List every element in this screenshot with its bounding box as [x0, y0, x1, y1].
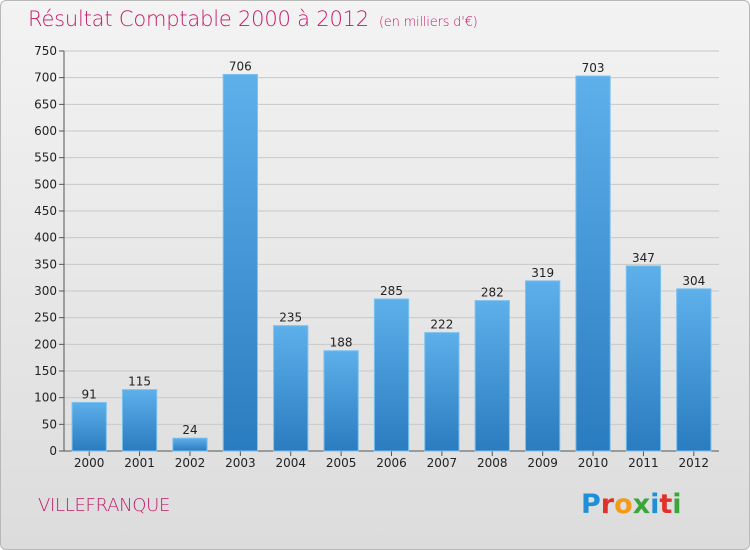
y-tick-label: 450 [34, 204, 57, 218]
y-tick-label: 700 [34, 71, 57, 85]
value-label: 706 [229, 59, 252, 73]
value-label: 304 [682, 274, 705, 288]
x-tick-label: 2001 [124, 456, 155, 470]
x-tick-label: 2010 [578, 456, 609, 470]
value-label: 91 [82, 387, 97, 401]
bar-2004 [273, 325, 309, 452]
y-tick-label: 550 [34, 151, 57, 165]
chart-title-text: Résultat Comptable 2000 à 2012 [28, 7, 369, 31]
bars [71, 73, 712, 452]
bar-2000 [71, 401, 107, 452]
bar-2001 [121, 389, 158, 452]
value-label: 115 [128, 375, 151, 389]
x-tick-label: 2011 [628, 456, 659, 470]
y-tick-label: 100 [34, 391, 57, 405]
x-tick-label: 2008 [477, 456, 508, 470]
value-label: 188 [330, 336, 353, 350]
value-label: 347 [632, 251, 655, 265]
y-tick-label: 400 [34, 231, 57, 245]
logo-letter: t [659, 489, 673, 520]
logo-letter: o [614, 489, 633, 520]
chart-unit: (en milliers d'€) [378, 15, 478, 30]
y-tick-label: 750 [34, 44, 57, 58]
logo-letter: P [581, 489, 601, 520]
x-tick-label: 2004 [275, 456, 306, 470]
y-tick-label: 600 [34, 124, 57, 138]
logo-letter: r [600, 489, 615, 520]
y-tick-label: 150 [34, 364, 57, 378]
value-label: 282 [481, 286, 504, 300]
y-tick-label: 650 [34, 97, 57, 111]
y-tick-label: 0 [49, 444, 57, 458]
logo-letter: i [672, 489, 682, 520]
value-label: 703 [582, 61, 605, 75]
city-name: VILLEFRANQUE [38, 495, 171, 516]
chart-title: Résultat Comptable 2000 à 2012 (en millie… [28, 7, 478, 31]
proxiti-logo[interactable]: Proxiti [581, 489, 682, 520]
logo-letter: x [632, 489, 651, 520]
value-label: 235 [279, 311, 302, 325]
bar-2003 [222, 73, 258, 452]
bar-2005 [323, 350, 359, 452]
bar-2011 [625, 265, 662, 452]
bar-2008 [474, 300, 510, 452]
bar-2002 [172, 437, 208, 452]
value-label: 24 [182, 423, 197, 437]
x-tick-label: 2000 [74, 456, 105, 470]
y-tick-label: 250 [34, 311, 57, 325]
value-label: 285 [380, 284, 403, 298]
x-tick-label: 2009 [527, 456, 558, 470]
value-label: 319 [531, 266, 554, 280]
x-tick-label: 2012 [679, 456, 710, 470]
x-tick-label: 2002 [175, 456, 206, 470]
y-tick-label: 500 [34, 177, 57, 191]
bar-2007 [424, 332, 460, 452]
bar-2006 [373, 298, 410, 452]
x-tick-label: 2007 [427, 456, 458, 470]
bar-2010 [575, 75, 611, 452]
x-tick-label: 2006 [376, 456, 407, 470]
labels: 91 2000 115 2001 24 2002 706 2003 235 2004 188 2005… [74, 59, 709, 470]
x-tick-label: 2005 [326, 456, 357, 470]
bar-2009 [525, 280, 561, 452]
y-tick-label: 50 [42, 417, 57, 431]
y-tick-label: 350 [34, 257, 57, 271]
logo-letter: i [650, 489, 660, 520]
value-label: 222 [430, 318, 453, 332]
bar-2012 [676, 288, 712, 452]
y-tick-label: 300 [34, 284, 57, 298]
x-tick-label: 2003 [225, 456, 256, 470]
y-tick-label: 200 [34, 337, 57, 351]
